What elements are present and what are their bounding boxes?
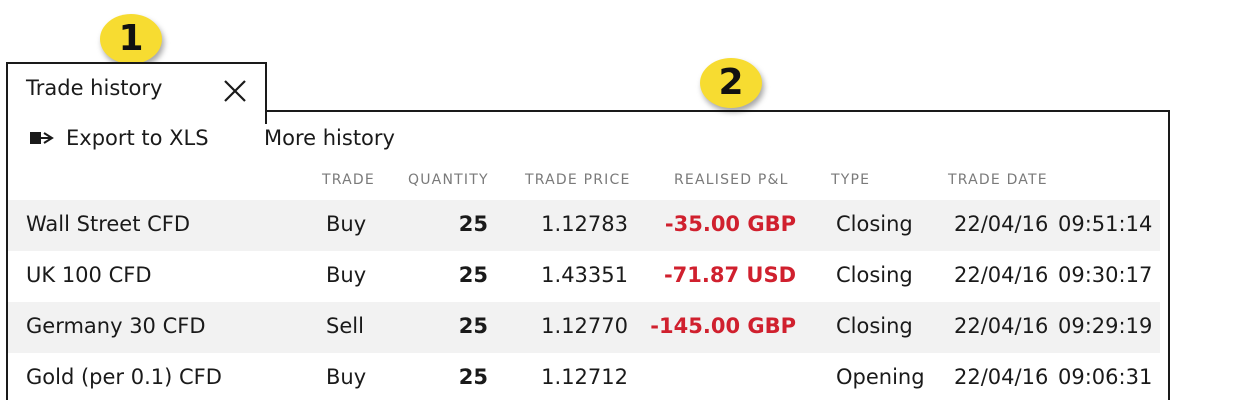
cell-price: 1.12783 — [541, 212, 628, 236]
cell-trade: Buy — [326, 212, 367, 236]
cell-trade: Sell — [326, 314, 364, 338]
cell-date: 22/04/16 — [954, 212, 1049, 236]
cell-quantity: 25 — [458, 365, 488, 389]
cell-instrument: UK 100 CFD — [26, 263, 152, 287]
cell-instrument: Wall Street CFD — [26, 212, 191, 236]
more-history-link[interactable]: More history — [264, 126, 395, 150]
table-row[interactable]: UK 100 CFD Buy 25 1.43351 -71.87 USD Clo… — [8, 251, 1160, 302]
cell-price: 1.43351 — [541, 263, 628, 287]
export-label: Export to XLS — [66, 126, 209, 150]
cell-date: 22/04/16 — [954, 365, 1049, 389]
cell-trade: Buy — [326, 365, 367, 389]
header-quantity: QUANTITY — [408, 172, 489, 188]
cell-price: 1.12712 — [541, 365, 628, 389]
table-row[interactable]: Gold (per 0.1) CFD Buy 25 1.12712 Openin… — [8, 353, 1160, 400]
cell-quantity: 25 — [458, 314, 488, 338]
header-trade: TRADE — [322, 172, 375, 188]
cell-price: 1.12770 — [541, 314, 628, 338]
table-header: TRADE QUANTITY TRADE PRICE REALISED P&L … — [8, 172, 1158, 192]
cell-time: 09:06:31 — [1058, 365, 1153, 389]
header-realised-pl: REALISED P&L — [674, 172, 789, 188]
header-trade-price: TRADE PRICE — [525, 172, 631, 188]
cell-realised-pl: -35.00 GBP — [664, 212, 796, 236]
cell-realised-pl: -71.87 USD — [663, 263, 796, 287]
cell-type: Closing — [836, 212, 913, 236]
close-icon[interactable] — [222, 78, 248, 104]
cell-time: 09:51:14 — [1058, 212, 1153, 236]
cell-date: 22/04/16 — [954, 314, 1049, 338]
header-trade-date: TRADE DATE — [948, 172, 1048, 188]
cell-type: Closing — [836, 263, 913, 287]
callout-badge-1: 1 — [100, 14, 162, 64]
tab-title: Trade history — [26, 76, 163, 100]
cell-instrument: Gold (per 0.1) CFD — [26, 365, 222, 389]
cell-date: 22/04/16 — [954, 263, 1049, 287]
cell-quantity: 25 — [458, 263, 488, 287]
cell-time: 09:30:17 — [1058, 263, 1153, 287]
cell-realised-pl: -145.00 GBP — [650, 314, 796, 338]
table-row[interactable]: Germany 30 CFD Sell 25 1.12770 -145.00 G… — [8, 302, 1160, 353]
table-row[interactable]: Wall Street CFD Buy 25 1.12783 -35.00 GB… — [8, 200, 1160, 251]
export-to-xls-button[interactable]: Export to XLS — [30, 126, 209, 150]
export-arrow-icon — [30, 132, 54, 144]
cell-type: Opening — [836, 365, 925, 389]
header-type: TYPE — [831, 172, 871, 188]
tab-trade-history[interactable] — [6, 62, 267, 124]
cell-type: Closing — [836, 314, 913, 338]
cell-quantity: 25 — [458, 212, 488, 236]
callout-badge-2: 2 — [700, 58, 762, 108]
cell-trade: Buy — [326, 263, 367, 287]
panel-top-border — [263, 110, 1168, 112]
cell-instrument: Germany 30 CFD — [26, 314, 206, 338]
cell-time: 09:29:19 — [1058, 314, 1153, 338]
